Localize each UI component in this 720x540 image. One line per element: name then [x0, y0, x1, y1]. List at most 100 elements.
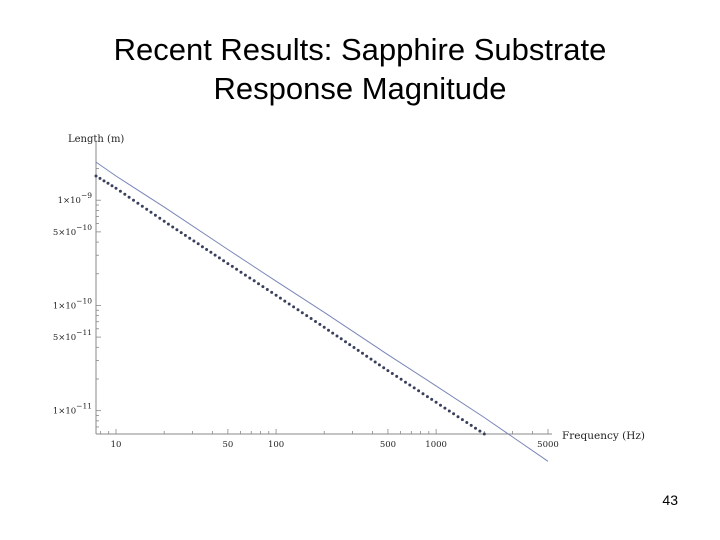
slide-title-line-2: Response Magnitude	[213, 71, 507, 106]
series-dot	[278, 296, 282, 300]
series-dot	[408, 383, 412, 387]
y-tick-exponent: −10	[76, 223, 92, 232]
series-dot	[390, 372, 394, 375]
series-dot	[158, 216, 162, 220]
series-dot	[377, 363, 381, 367]
series-dot	[123, 192, 127, 196]
series-dot	[217, 256, 221, 260]
series-dot	[274, 293, 278, 297]
series-dot	[179, 231, 183, 235]
series-dot	[252, 279, 256, 283]
series-dot	[421, 392, 425, 396]
series-dot	[430, 397, 434, 401]
y-axis-label: Length (m)	[68, 134, 124, 145]
series-dot	[386, 369, 390, 373]
slide-title-line-1: Recent Results: Sapphire Substrate	[113, 32, 607, 67]
series-dot	[456, 415, 460, 419]
series-dot	[399, 377, 403, 381]
series-dot	[404, 380, 407, 384]
series-dot	[292, 305, 296, 309]
series-dot	[335, 334, 339, 338]
series-dot	[469, 423, 473, 427]
series-dot	[140, 204, 144, 208]
y-tick-mantissa: 1×10	[53, 301, 76, 311]
series-dot	[106, 181, 110, 185]
series-dot	[460, 418, 464, 422]
chart-axes: 10 50 100 500 1000 50001×10−95×10−101×10−105×…	[53, 142, 559, 450]
series-dot	[296, 308, 300, 312]
series-dot	[447, 409, 451, 413]
series-dot	[395, 374, 399, 378]
series-dot	[309, 317, 313, 320]
series-dot	[98, 176, 102, 180]
y-tick-mantissa: 1×10	[58, 196, 81, 206]
series-dot	[382, 366, 386, 370]
y-tick-mantissa: 1×10	[53, 407, 76, 417]
series-dot	[331, 331, 335, 335]
x-tick-label: 5000	[537, 440, 559, 450]
series-dot	[175, 228, 179, 232]
y-tick-mantissa: 5×10	[53, 333, 76, 343]
series-dot	[230, 264, 234, 268]
series-dot	[373, 360, 377, 364]
series-dot	[482, 432, 486, 436]
series-dot	[200, 245, 204, 249]
series-dot	[162, 219, 166, 223]
series-dot	[153, 213, 157, 217]
series-dot	[283, 299, 287, 303]
series-dot	[314, 320, 317, 323]
y-tick-exponent: −10	[76, 296, 92, 305]
y-tick-exponent: −11	[76, 328, 92, 337]
page-number: 43	[662, 492, 678, 508]
series-dot	[270, 290, 274, 294]
series-line-solid	[95, 161, 549, 462]
y-tick-exponent: −9	[81, 191, 92, 200]
series-dot	[188, 236, 192, 240]
x-tick-label: 1000	[425, 440, 447, 450]
series-dot	[425, 395, 429, 399]
series-dot	[222, 259, 226, 263]
series-dot	[287, 302, 291, 306]
series-dot	[213, 253, 217, 257]
series-dot	[478, 429, 482, 433]
series-dot	[205, 248, 209, 251]
series-dot	[434, 400, 438, 404]
y-tick-label: 1×10−9	[58, 191, 93, 206]
series-dot	[94, 174, 98, 178]
series-dot	[171, 225, 175, 229]
y-tick-label: 5×10−10	[53, 223, 92, 238]
series-dot	[257, 282, 260, 286]
series-dot	[248, 276, 252, 280]
chart-series-layer	[94, 161, 549, 462]
y-tick-label: 1×10−11	[53, 402, 92, 417]
series-dot	[136, 201, 140, 205]
series-dot	[209, 250, 213, 254]
series-dot	[352, 346, 356, 349]
series-dot	[439, 403, 442, 407]
series-dot	[356, 348, 360, 352]
series-dot	[318, 322, 322, 326]
x-tick-label: 500	[380, 440, 396, 450]
series-dot	[327, 328, 330, 332]
series-dot	[145, 207, 149, 211]
slide-title: Recent Results: Sapphire Substrate Respo…	[60, 30, 660, 108]
series-dot	[110, 184, 114, 188]
series-dot	[369, 357, 373, 361]
x-tick-label: 10	[111, 440, 122, 450]
series-dot	[265, 288, 269, 291]
series-dot	[344, 340, 347, 344]
series-dot	[243, 273, 247, 277]
series-dot	[192, 239, 196, 243]
x-tick-label: 50	[222, 440, 233, 450]
series-dot	[166, 222, 170, 226]
series-dot	[443, 406, 447, 410]
series-dot	[412, 386, 416, 390]
series-dot	[305, 314, 309, 318]
series-dot	[196, 242, 200, 246]
series-dot	[465, 421, 469, 424]
series-dot	[300, 311, 304, 315]
y-tick-exponent: −11	[76, 402, 92, 411]
series-dot	[239, 270, 243, 274]
series-dot	[132, 198, 135, 202]
